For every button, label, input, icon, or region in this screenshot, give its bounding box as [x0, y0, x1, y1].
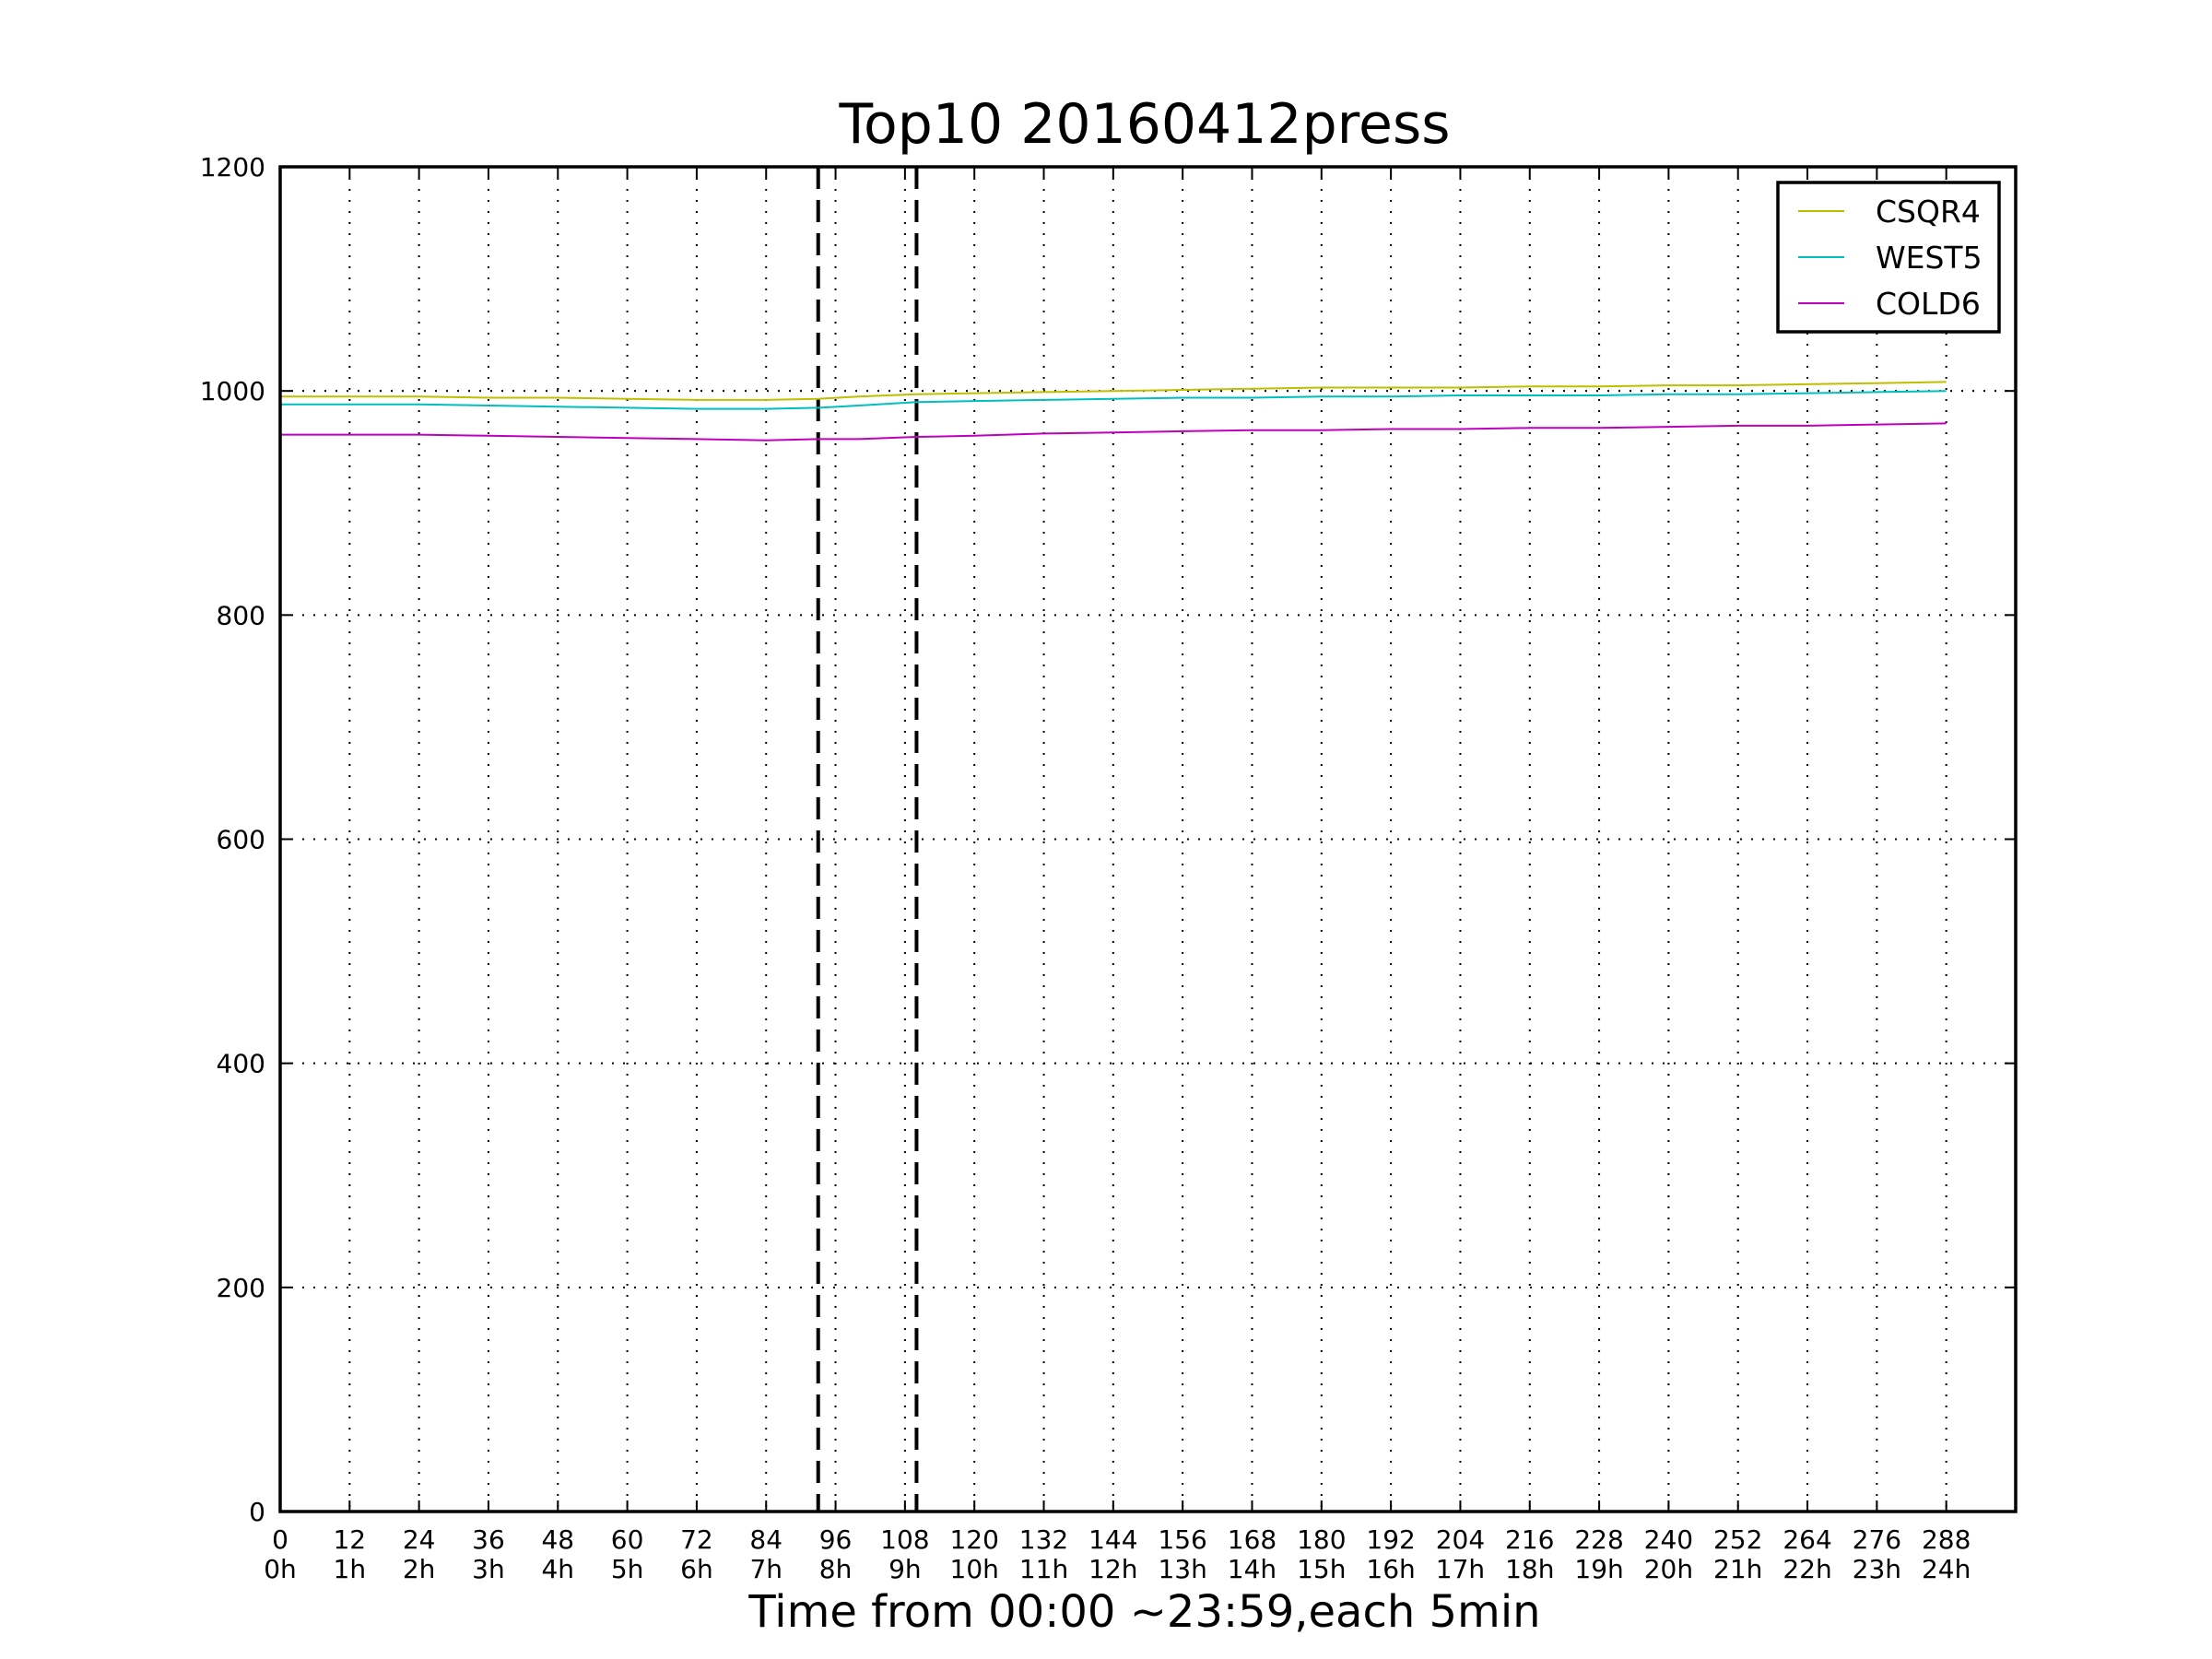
x-tick-label: 48: [541, 1524, 574, 1555]
plot-frame: [278, 165, 2018, 1513]
x-tick-hour-label: 22h: [1783, 1554, 1831, 1584]
x-tick-hour-label: 9h: [888, 1554, 922, 1584]
x-tick-hour-label: 18h: [1505, 1554, 1554, 1584]
x-tick-label: 36: [472, 1524, 505, 1555]
x-tick-label: 180: [1297, 1524, 1346, 1555]
x-tick-hour-label: 6h: [680, 1554, 713, 1584]
x-tick-label: 24: [403, 1524, 436, 1555]
x-tick-label: 0: [272, 1524, 288, 1555]
x-tick-hour-label: 7h: [749, 1554, 782, 1584]
x-tick-hour-label: 17h: [1436, 1554, 1485, 1584]
chart-title: Top10 20160412press: [839, 92, 1451, 157]
x-tick-hour-label: 1h: [334, 1554, 367, 1584]
legend-label-cold6: COLD6: [1876, 286, 1981, 322]
x-tick-label: 252: [1713, 1524, 1762, 1555]
x-tick-hour-label: 10h: [950, 1554, 999, 1584]
x-tick-label: 264: [1783, 1524, 1831, 1555]
x-tick-hour-label: 3h: [472, 1554, 505, 1584]
x-tick-hour-label: 12h: [1088, 1554, 1137, 1584]
y-tick-label: 600: [217, 825, 265, 855]
x-tick-label: 156: [1158, 1524, 1206, 1555]
x-tick-hour-label: 16h: [1366, 1554, 1415, 1584]
x-tick-label: 144: [1088, 1524, 1137, 1555]
series-line-west5: [280, 390, 1947, 410]
legend-label-csqr4: CSQR4: [1876, 194, 1981, 229]
y-tick-label: 400: [217, 1049, 265, 1079]
x-tick-label: 60: [611, 1524, 644, 1555]
x-tick-hour-label: 0h: [264, 1554, 297, 1584]
x-tick-label: 276: [1853, 1524, 1901, 1555]
y-tick-label: 200: [217, 1273, 265, 1303]
x-tick-hour-label: 2h: [403, 1554, 436, 1584]
y-tick-label: 1200: [200, 152, 265, 182]
series-line-csqr4: [280, 381, 1947, 401]
x-tick-label: 120: [949, 1524, 998, 1555]
x-tick-label: 132: [1019, 1524, 1068, 1555]
x-tick-hour-label: 15h: [1297, 1554, 1346, 1584]
x-tick-label: 192: [1366, 1524, 1415, 1555]
x-tick-label: 72: [680, 1524, 713, 1555]
x-tick-label: 204: [1436, 1524, 1485, 1555]
x-tick-hour-label: 13h: [1158, 1554, 1206, 1584]
legend-label-west5: WEST5: [1876, 240, 1983, 276]
x-tick-hour-label: 4h: [541, 1554, 574, 1584]
x-axis-label: Time from 00:00 ~23:59,each 5min: [747, 1586, 1540, 1638]
x-tick-hour-label: 23h: [1853, 1554, 1901, 1584]
axis-ticks: 00h121h242h363h484h605h726h847h968h1089h…: [200, 152, 2016, 1584]
x-tick-label: 108: [880, 1524, 929, 1555]
x-tick-hour-label: 8h: [819, 1554, 853, 1584]
x-tick-label: 96: [819, 1524, 853, 1555]
y-tick-label: 800: [217, 600, 265, 630]
x-tick-label: 168: [1228, 1524, 1277, 1555]
x-tick-hour-label: 20h: [1644, 1554, 1693, 1584]
x-tick-label: 12: [333, 1524, 366, 1555]
series-line-cold6: [280, 422, 1947, 441]
legend: CSQR4 WEST5 COLD6: [1776, 181, 2001, 334]
x-tick-hour-label: 11h: [1019, 1554, 1068, 1584]
x-tick-hour-label: 24h: [1922, 1554, 1971, 1584]
x-tick-label: 216: [1505, 1524, 1554, 1555]
x-tick-hour-label: 21h: [1713, 1554, 1762, 1584]
vertical-markers: [816, 167, 919, 1512]
x-tick-hour-label: 19h: [1574, 1554, 1623, 1584]
x-tick-label: 288: [1922, 1524, 1971, 1555]
x-tick-label: 84: [749, 1524, 782, 1555]
grid-lines: [280, 167, 2016, 1512]
y-tick-label: 1000: [200, 376, 265, 406]
x-tick-hour-label: 5h: [611, 1554, 644, 1584]
x-tick-label: 240: [1644, 1524, 1693, 1555]
series-lines: [280, 381, 1947, 441]
x-tick-label: 228: [1574, 1524, 1623, 1555]
x-tick-hour-label: 14h: [1228, 1554, 1277, 1584]
y-tick-label: 0: [249, 1497, 265, 1527]
